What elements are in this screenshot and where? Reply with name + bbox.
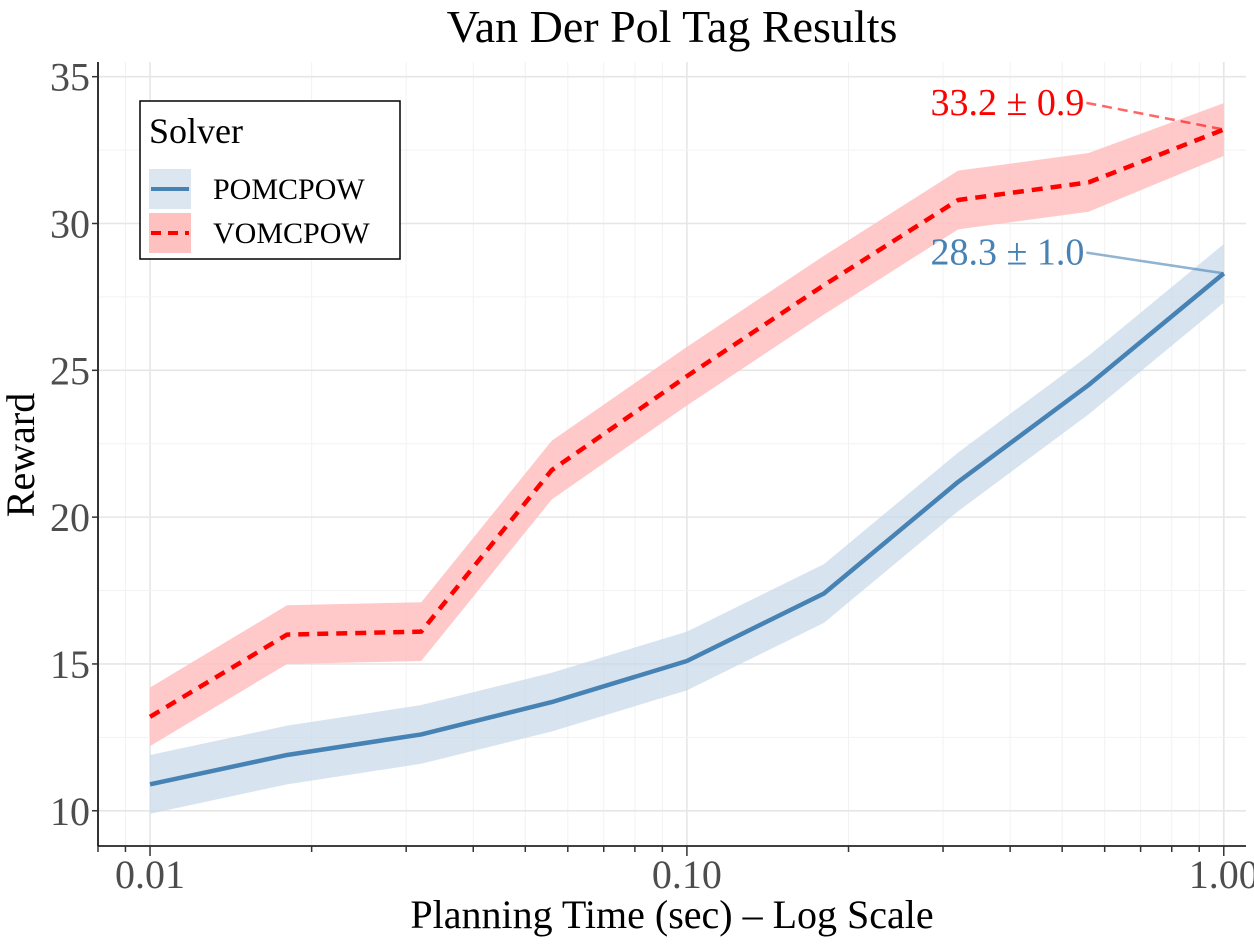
grid — [97, 62, 1246, 846]
band-vomcpow — [150, 103, 1224, 747]
series-lines — [148, 127, 1226, 787]
annotation-leader-pomcpow — [1086, 251, 1224, 275]
band-pomcpow — [150, 244, 1224, 814]
x-tick-label: 0.10 — [652, 852, 722, 897]
series-line-vomcpow — [148, 127, 1225, 719]
y-tick-label: 35 — [50, 55, 90, 100]
x-tick-label: 1.00 — [1189, 852, 1254, 897]
y-tick-label: 25 — [50, 348, 90, 393]
annotations: 33.2 ± 0.9 28.3 ± 1.0 — [931, 82, 1225, 275]
ticks: 10 15 20 25 30 35 0.01 0.10 1.00 — [50, 55, 1254, 897]
legend-label-pomcpow: POMCPOW — [213, 173, 365, 206]
y-tick-label: 10 — [50, 789, 90, 834]
chart-title: Van Der Pol Tag Results — [447, 1, 898, 52]
axes — [97, 62, 1246, 847]
legend-title: Solver — [149, 111, 243, 151]
x-axis-label: Planning Time (sec) – Log Scale — [410, 892, 933, 937]
y-tick-label: 15 — [50, 642, 90, 687]
annotation-label-vomcpow: 33.2 ± 0.9 — [931, 82, 1085, 124]
y-tick-label: 30 — [50, 201, 90, 246]
legend-label-vomcpow: VOMCPOW — [213, 217, 370, 250]
y-axis-label: Reward — [0, 393, 43, 517]
y-tick-label: 20 — [50, 495, 90, 540]
legend: Solver POMCPOW VOMCPOW — [139, 100, 401, 260]
annotation-label-pomcpow: 28.3 ± 1.0 — [931, 232, 1085, 274]
x-tick-label: 0.01 — [115, 852, 185, 897]
series-line-pomcpow — [149, 271, 1226, 787]
annotation-leader-vomcpow — [1086, 101, 1225, 131]
confidence-bands — [150, 103, 1224, 814]
